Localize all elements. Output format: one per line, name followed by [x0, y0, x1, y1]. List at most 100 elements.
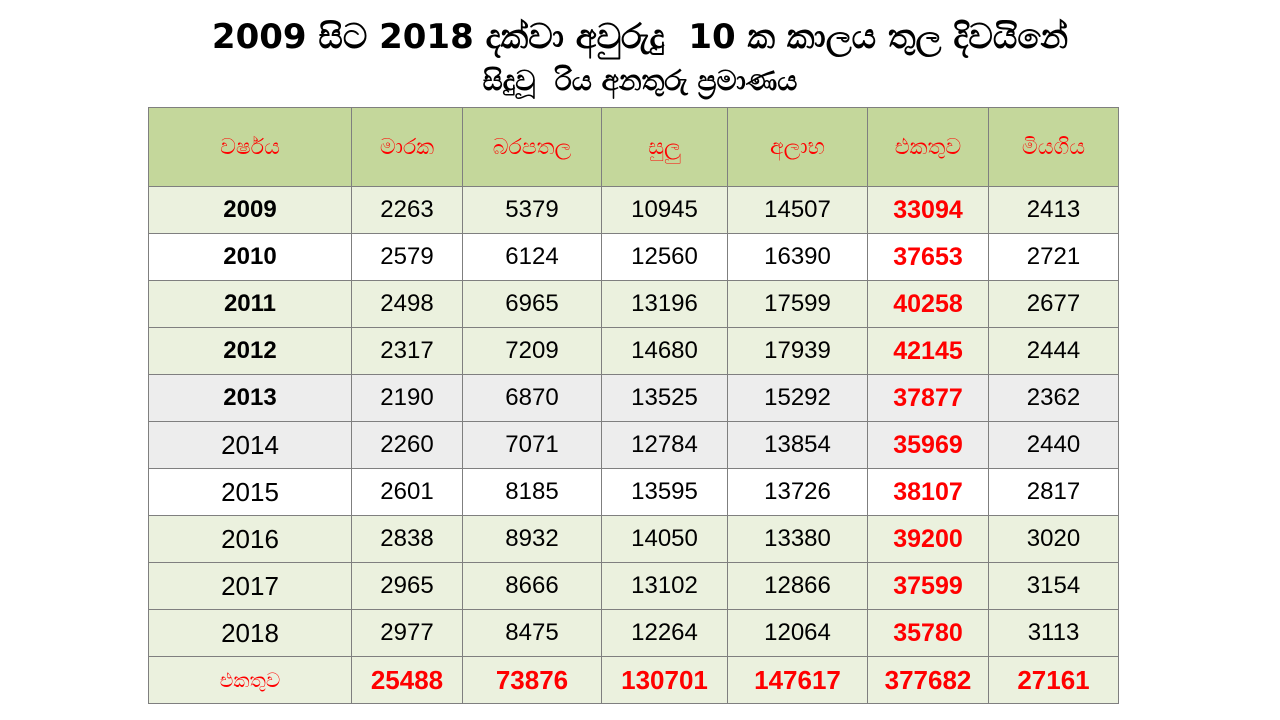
cell-damage: 17599 — [727, 280, 868, 328]
cell-killed: 2440 — [988, 421, 1119, 469]
cell-killed: 3154 — [988, 562, 1119, 610]
header-damage: අලාභ — [727, 107, 868, 187]
cell-total: 37877 — [867, 374, 989, 422]
cell-minor: 12784 — [601, 421, 728, 469]
cell-total: 35780 — [867, 609, 989, 657]
table-row: 2018 2977 8475 12264 12064 35780 3113 — [148, 609, 1119, 657]
header-fatal: මාරක — [351, 107, 463, 187]
cell-grievous: 8185 — [462, 468, 602, 516]
total-killed: 27161 — [988, 656, 1119, 704]
total-total: 377682 — [867, 656, 989, 704]
cell-minor: 13525 — [601, 374, 728, 422]
cell-year: 2009 — [148, 186, 352, 234]
cell-killed: 2677 — [988, 280, 1119, 328]
cell-killed: 3113 — [988, 609, 1119, 657]
cell-damage: 16390 — [727, 233, 868, 281]
cell-fatal: 2317 — [351, 327, 463, 375]
cell-minor: 12560 — [601, 233, 728, 281]
table-row: 2017 2965 8666 13102 12866 37599 3154 — [148, 562, 1119, 610]
cell-total: 33094 — [867, 186, 989, 234]
cell-fatal: 2977 — [351, 609, 463, 657]
total-damage: 147617 — [727, 656, 868, 704]
header-killed: මියගිය — [988, 107, 1119, 187]
accident-statistics-table: වර්ෂය මාරක බරපතල සුලු අලාභ එකතුව මියගිය … — [148, 107, 1119, 704]
cell-total: 37599 — [867, 562, 989, 610]
cell-year: 2014 — [148, 421, 352, 469]
cell-minor: 14050 — [601, 515, 728, 563]
cell-damage: 13854 — [727, 421, 868, 469]
cell-damage: 12064 — [727, 609, 868, 657]
cell-grievous: 7209 — [462, 327, 602, 375]
cell-damage: 13380 — [727, 515, 868, 563]
table-row: 2013 2190 6870 13525 15292 37877 2362 — [148, 374, 1119, 422]
table-row: 2016 2838 8932 14050 13380 39200 3020 — [148, 515, 1119, 563]
cell-damage: 12866 — [727, 562, 868, 610]
cell-killed: 2362 — [988, 374, 1119, 422]
total-fatal: 25488 — [351, 656, 463, 704]
cell-total: 38107 — [867, 468, 989, 516]
cell-fatal: 2190 — [351, 374, 463, 422]
cell-grievous: 8932 — [462, 515, 602, 563]
cell-year: 2015 — [148, 468, 352, 516]
table-row: 2011 2498 6965 13196 17599 40258 2677 — [148, 280, 1119, 328]
cell-killed: 2721 — [988, 233, 1119, 281]
cell-fatal: 2579 — [351, 233, 463, 281]
cell-damage: 15292 — [727, 374, 868, 422]
cell-total: 35969 — [867, 421, 989, 469]
total-grievous: 73876 — [462, 656, 602, 704]
cell-minor: 13102 — [601, 562, 728, 610]
cell-fatal: 2601 — [351, 468, 463, 516]
table-row: 2009 2263 5379 10945 14507 33094 2413 — [148, 186, 1119, 234]
cell-minor: 10945 — [601, 186, 728, 234]
cell-damage: 14507 — [727, 186, 868, 234]
table-row: 2012 2317 7209 14680 17939 42145 2444 — [148, 327, 1119, 375]
table-header-row: වර්ෂය මාරක බරපතල සුලු අලාභ එකතුව මියගිය — [148, 107, 1119, 187]
cell-fatal: 2965 — [351, 562, 463, 610]
cell-grievous: 5379 — [462, 186, 602, 234]
cell-total: 39200 — [867, 515, 989, 563]
cell-grievous: 6870 — [462, 374, 602, 422]
total-minor: 130701 — [601, 656, 728, 704]
cell-killed: 3020 — [988, 515, 1119, 563]
table-row: 2014 2260 7071 12784 13854 35969 2440 — [148, 421, 1119, 469]
cell-grievous: 7071 — [462, 421, 602, 469]
cell-grievous: 8666 — [462, 562, 602, 610]
cell-year: 2012 — [148, 327, 352, 375]
header-grievous: බරපතල — [462, 107, 602, 187]
cell-killed: 2444 — [988, 327, 1119, 375]
cell-damage: 17939 — [727, 327, 868, 375]
cell-minor: 14680 — [601, 327, 728, 375]
cell-year: 2016 — [148, 515, 352, 563]
header-minor: සුලු — [601, 107, 728, 187]
cell-year: 2018 — [148, 609, 352, 657]
cell-damage: 13726 — [727, 468, 868, 516]
cell-year: 2017 — [148, 562, 352, 610]
cell-year: 2013 — [148, 374, 352, 422]
cell-year: 2011 — [148, 280, 352, 328]
cell-total: 42145 — [867, 327, 989, 375]
cell-grievous: 8475 — [462, 609, 602, 657]
header-year: වර්ෂය — [148, 107, 352, 187]
table-total-row: එකතුව 25488 73876 130701 147617 377682 2… — [148, 656, 1119, 704]
cell-fatal: 2498 — [351, 280, 463, 328]
table-row: 2010 2579 6124 12560 16390 37653 2721 — [148, 233, 1119, 281]
cell-grievous: 6965 — [462, 280, 602, 328]
cell-fatal: 2260 — [351, 421, 463, 469]
cell-minor: 13595 — [601, 468, 728, 516]
cell-fatal: 2838 — [351, 515, 463, 563]
cell-total: 37653 — [867, 233, 989, 281]
cell-fatal: 2263 — [351, 186, 463, 234]
cell-killed: 2817 — [988, 468, 1119, 516]
header-total: එකතුව — [867, 107, 989, 187]
slide-title-line-1: 2009 සිට 2018 දක්වා අවුරුදු 10 ක කාලය තු… — [211, 17, 1069, 57]
slide-title-line-2: සිදුවූ රිය අනතුරු ප්‍රමාණය — [482, 64, 798, 97]
cell-year: 2010 — [148, 233, 352, 281]
total-row-label: එකතුව — [148, 656, 352, 704]
cell-total: 40258 — [867, 280, 989, 328]
cell-minor: 13196 — [601, 280, 728, 328]
cell-killed: 2413 — [988, 186, 1119, 234]
table-row: 2015 2601 8185 13595 13726 38107 2817 — [148, 468, 1119, 516]
cell-grievous: 6124 — [462, 233, 602, 281]
cell-minor: 12264 — [601, 609, 728, 657]
